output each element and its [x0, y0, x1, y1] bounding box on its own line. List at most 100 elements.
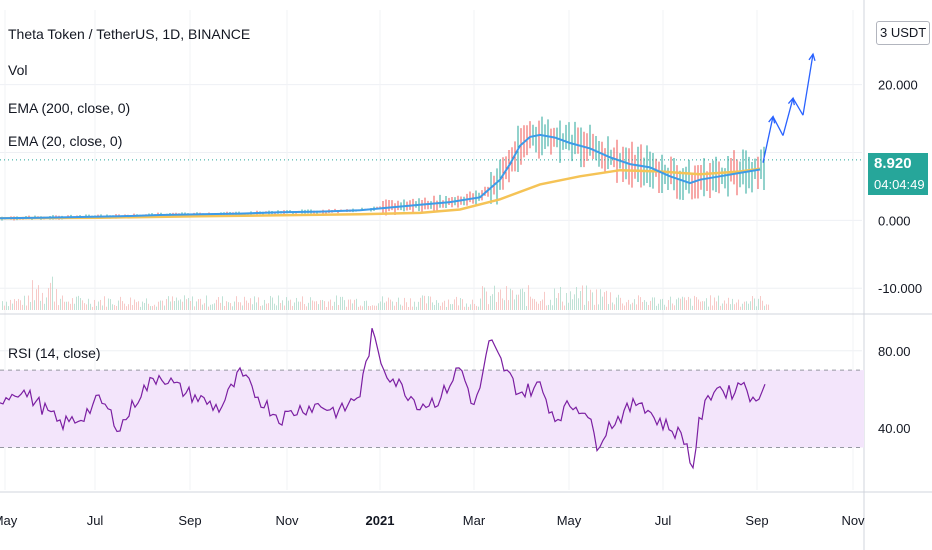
volume-bar [684, 297, 685, 310]
volume-bar [428, 296, 429, 310]
volume-bar [436, 300, 437, 310]
volume-bar [214, 303, 215, 310]
volume-bar [162, 300, 163, 310]
volume-bar [580, 291, 581, 310]
volume-bar [230, 303, 231, 310]
volume-bar [740, 306, 741, 310]
volume-bar [674, 305, 675, 310]
vol-legend[interactable]: Vol [8, 62, 28, 78]
volume-bar [176, 297, 177, 310]
volume-bar [22, 304, 23, 310]
time-tick-label: May [557, 513, 582, 528]
volume-bar [738, 299, 739, 310]
volume-bar [760, 296, 761, 310]
volume-bar [112, 304, 113, 310]
volume-bar [614, 304, 615, 310]
volume-bar [218, 297, 219, 310]
volume-bar [726, 303, 727, 310]
volume-bar [58, 305, 59, 310]
volume-bar [274, 303, 275, 310]
volume-bar [360, 305, 361, 310]
volume-bar [40, 300, 41, 310]
volume-bar [762, 300, 763, 310]
countdown-tag: 04:04:49 [868, 175, 928, 195]
volume-bar [652, 297, 653, 310]
rsi-tick-label: 40.00 [878, 421, 911, 436]
volume-bar [344, 300, 345, 310]
symbol-title[interactable]: Theta Token / TetherUS, 1D, BINANCE [8, 26, 251, 42]
volume-bar [62, 295, 63, 310]
volume-bar [384, 302, 385, 310]
volume-bar [240, 302, 241, 310]
volume-bar [590, 289, 591, 310]
volume-bar [260, 305, 261, 310]
currency-unit-button[interactable]: 3 USDT [876, 21, 931, 45]
volume-bar [480, 298, 481, 310]
price-tick-label: 20.000 [878, 78, 918, 93]
volume-bar [706, 298, 707, 310]
volume-bar [446, 306, 447, 310]
volume-bar [756, 306, 757, 310]
volume-bar [402, 305, 403, 310]
volume-bar [266, 303, 267, 310]
volume-bar [348, 299, 349, 310]
volume-bar [688, 296, 689, 310]
rsi-tick-label: 80.00 [878, 344, 911, 359]
volume-bar [752, 296, 753, 310]
rsi-legend[interactable]: RSI (14, close) [8, 345, 101, 361]
ema20-legend[interactable]: EMA (20, close, 0) [8, 133, 123, 149]
volume-bar [758, 298, 759, 310]
volume-bar [152, 306, 153, 310]
volume-bar [380, 301, 381, 310]
volume-bar [314, 301, 315, 310]
volume-bar [192, 296, 193, 310]
volume-bar [744, 301, 745, 310]
rsi-band [0, 370, 864, 448]
volume-bar [500, 289, 501, 310]
volume-bar [582, 285, 583, 310]
volume-bar [558, 293, 559, 310]
volume-bar [424, 295, 425, 310]
volume-bar [630, 304, 631, 310]
current-price-tag: 8.920 [868, 153, 928, 175]
volume-bar [276, 305, 277, 310]
volume-bar [238, 302, 239, 310]
projection-segment [782, 98, 794, 136]
volume-bar [246, 300, 247, 310]
volume-bar [184, 295, 185, 310]
volume-bar [462, 299, 463, 310]
volume-bar [278, 295, 279, 310]
ema200-legend[interactable]: EMA (200, close, 0) [8, 100, 131, 116]
time-tick-label: Sep [745, 513, 768, 528]
volume-bar [206, 295, 207, 310]
volume-bar [722, 303, 723, 310]
volume-bar [594, 304, 595, 310]
volume-bar [158, 301, 159, 310]
volume-bar [94, 299, 95, 310]
volume-bar [708, 306, 709, 310]
volume-bar [616, 297, 617, 310]
volume-bar [60, 298, 61, 310]
volume-bar [532, 298, 533, 310]
volume-bar [728, 297, 729, 310]
volume-bar [172, 296, 173, 310]
volume-bar [20, 300, 21, 310]
volume-bar [766, 304, 767, 310]
volume-bar [588, 301, 589, 310]
volume-bar [620, 297, 621, 310]
volume-bar [140, 306, 141, 310]
volume-bar [170, 301, 171, 310]
volume-bar [306, 306, 307, 310]
volume-bar [584, 304, 585, 310]
volume-bar [464, 306, 465, 310]
projection-arrowhead [808, 52, 816, 62]
volume-bar [42, 292, 43, 310]
volume-bar [720, 305, 721, 310]
volume-bar [332, 305, 333, 310]
time-tick-label: Jul [655, 513, 672, 528]
volume-bar [510, 288, 511, 310]
volume-bar [132, 305, 133, 310]
volume-bar [52, 276, 53, 310]
projection-arrowhead [768, 115, 776, 124]
